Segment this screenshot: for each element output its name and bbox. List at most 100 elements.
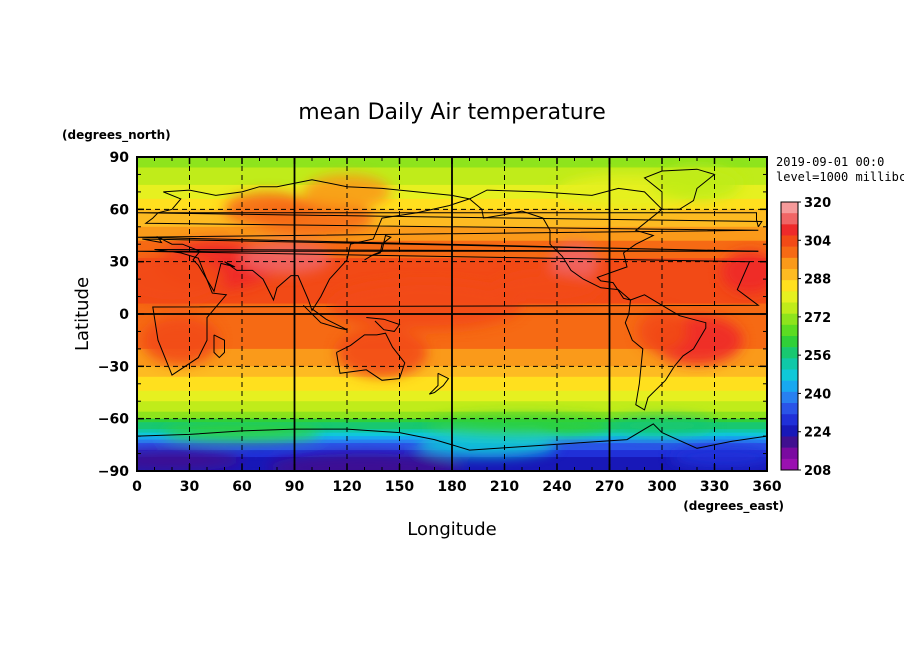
temperature-field [137,157,767,471]
x-tick-label: 180 [437,479,466,495]
temperature-anomaly [137,450,242,471]
y-tick-label: −60 [98,412,129,428]
temperature-anomaly [425,415,619,437]
temperature-anomaly [137,254,225,304]
x-tick-label: 270 [595,479,624,495]
temperature-anomaly [163,423,321,442]
y-axis-label: Latitude [72,277,93,351]
colorbar [780,201,799,471]
coastline [137,212,763,228]
colorbar-swatch [781,436,798,448]
colorbar-label: 224 [804,426,831,441]
x-tick-label: 90 [285,479,305,495]
colorbar-label: 320 [804,196,831,211]
coastline [364,234,392,261]
temperature-anomaly [550,242,599,281]
temperature-anomaly [653,165,741,201]
colorbar-swatch [781,246,798,259]
coastline [624,294,707,411]
coastline [137,249,760,376]
y-tick-label: 30 [110,255,130,271]
colorbar-swatch [781,202,798,214]
coastline [213,334,225,359]
coastline [469,187,663,301]
y-tick-label: 90 [110,150,130,166]
temperature-anomaly [721,251,767,294]
colorbar-labels: 320 304 288 272 256 240 224 208 [798,196,831,479]
x-units-label: (degrees_east) [683,499,784,514]
x-tick-label: 120 [332,479,361,495]
x-tick-label: 30 [180,479,200,495]
y-tick-label: 60 [110,202,130,218]
temperature-anomaly [268,453,461,471]
colorbar-swatch [781,458,798,471]
colorbar-label: 256 [804,349,831,364]
temperature-anomalies [137,165,767,471]
x-tick-label: 60 [232,479,252,495]
x-tick-label: 240 [542,479,571,495]
y-tick-label: −90 [98,464,129,480]
colorbar-swatch [781,414,798,426]
colorbar-swatch [781,224,798,236]
level-label: level=1000 millibc [776,170,904,184]
colorbar-swatch [781,269,798,281]
colorbar-frame [780,201,799,471]
x-tick-label: 300 [647,479,676,495]
x-tick-label: 210 [490,479,519,495]
y-tick-label: 0 [119,307,129,323]
colorbar-swatch [781,403,798,415]
temperature-anomaly [303,174,391,210]
colorbar-swatch [781,447,798,460]
colorbar-swatch [781,425,798,437]
colorbar-swatch [781,235,798,247]
x-tick-label: 0 [132,479,142,495]
colorbar-swatch [781,302,798,314]
colorbar-label: 288 [804,273,831,288]
colorbar-label: 240 [804,387,831,402]
coastlines [137,168,767,451]
temperature-anomaly [240,242,332,274]
coastline [137,179,759,312]
colorbar-swatch [781,336,798,348]
colorbar-swatch [781,313,798,326]
grid-lines [137,157,767,471]
colorbar-swatch [781,324,798,337]
temperature-anomaly [336,327,428,377]
colorbar-swatch [781,369,798,381]
temperature-anomaly [329,280,522,330]
coastline [336,332,406,381]
temperature-anomaly [495,272,601,304]
coastline [428,372,450,395]
x-axis-label: Longitude [407,519,497,540]
temperature-anomaly [142,315,220,365]
coastline [643,168,716,210]
coastline [302,304,348,331]
x-tick-label: 360 [752,479,781,495]
x-axis-ticks: 0 30 60 90 120 150 180 210 240 270 300 330 360 [132,157,782,495]
colorbar-swatch [781,291,798,303]
colorbar-swatch [781,347,798,359]
temperature-anomaly [417,432,557,458]
colorbar-swatch [781,213,798,225]
temperature-anomaly [609,416,715,435]
colorbar-swatch [781,280,798,292]
y-tick-label: −30 [98,359,129,375]
colorbar-label: 272 [804,311,831,326]
chart-title: mean Daily Air temperature [298,100,606,125]
colorbar-swatch [781,391,798,404]
y-units-label: (degrees_north) [62,128,171,143]
temperature-anomaly [224,191,312,227]
colorbar-label: 208 [804,464,831,479]
colorbar-swatch [781,358,798,370]
x-tick-label: 150 [385,479,414,495]
coastline [366,317,401,332]
colorbar-label: 304 [804,234,831,249]
x-tick-label: 330 [700,479,729,495]
colorbar-swatch [781,257,798,270]
coastline [137,423,767,451]
date-label: 2019-09-01 00:0 [776,155,884,169]
temperature-anomaly [670,446,767,468]
colorbar-swatch [781,380,798,393]
y-axis-ticks: 90 60 30 0 −30 −60 −90 [98,150,767,480]
